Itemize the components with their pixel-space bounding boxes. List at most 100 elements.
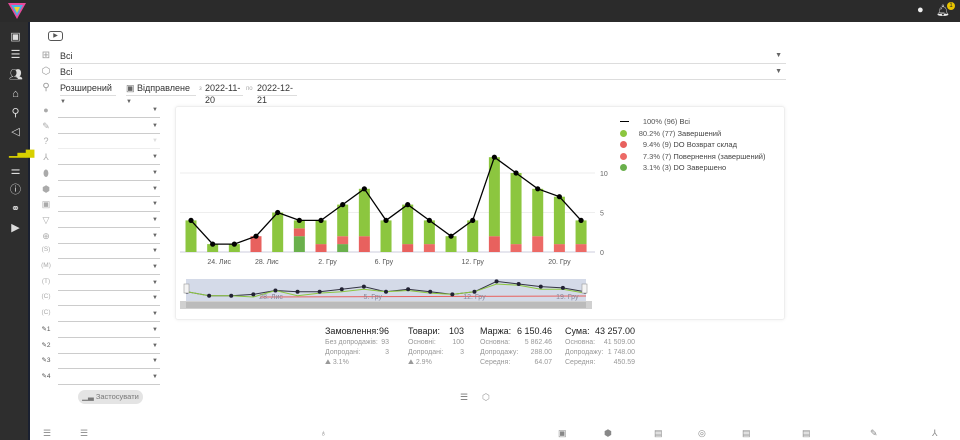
- stat-row-label: Основні:: [408, 339, 436, 346]
- legend-item[interactable]: 100% (96) Всі: [620, 116, 765, 128]
- bell-icon[interactable]: 🔔︎: [936, 5, 950, 17]
- filter-select-custom-2[interactable]: ▼: [58, 341, 160, 354]
- stat-row: ⛰︎ 2.9%: [408, 359, 464, 369]
- warehouse-icon[interactable]: ⌂: [12, 88, 19, 100]
- stat-row-value: 450.59: [613, 359, 635, 366]
- date-to-input[interactable]: 2022-12-21: [257, 82, 297, 105]
- settings-sliders-icon[interactable]: ⚌: [10, 165, 21, 177]
- chevron-down-icon: ▼: [152, 122, 158, 129]
- stat-label: Сума:: [565, 326, 590, 336]
- calendar-edit-icon[interactable]: ▤: [802, 428, 811, 438]
- bar-segment: [423, 220, 435, 245]
- legend-item[interactable]: 80.2% (77) Завершений: [620, 128, 765, 140]
- list-view-icon[interactable]: ☰: [460, 392, 469, 402]
- user-icon[interactable]: ●: [917, 4, 924, 16]
- filter-select-world[interactable]: ▼: [58, 231, 160, 244]
- calendar-tt-icon[interactable]: ▤: [654, 428, 663, 438]
- id-list-icon[interactable]: ☰: [43, 428, 52, 438]
- filter-select-utm-s[interactable]: ▼: [58, 246, 160, 260]
- filter-select-utm-cn[interactable]: ▼: [58, 309, 160, 323]
- filter-select-list-edit[interactable]: ▼: [58, 121, 160, 134]
- customers-icon[interactable]: 👥︎: [9, 69, 23, 81]
- delivery-icon[interactable]: ⚲: [11, 107, 20, 119]
- filter-select-utm-m[interactable]: ▼: [58, 262, 160, 275]
- filter-select-funnel[interactable]: ▼: [58, 215, 160, 228]
- filter-select-tag[interactable]: ▼: [58, 168, 160, 181]
- stat-header: Маржа: 6 150.46: [480, 326, 552, 336]
- legend-item[interactable]: 9.4% (9) DO Возврат склад: [620, 139, 765, 151]
- megaphone-icon[interactable]: ◁: [11, 126, 20, 138]
- custom-1-icon: ✎1: [41, 325, 51, 333]
- stat-row: Допродані: 3: [325, 349, 389, 359]
- filter-select-globe[interactable]: ▼: [58, 105, 160, 118]
- box-view-icon[interactable]: ⬡: [482, 392, 490, 402]
- stat-row-label: Без допродажів:: [325, 339, 378, 346]
- filter-select-money[interactable]: ▼: [58, 199, 160, 213]
- dashboard-icon[interactable]: ▣: [10, 31, 21, 43]
- search-mode-select[interactable]: Розширений ▼: [60, 82, 116, 105]
- chart-panel: [175, 106, 785, 320]
- chevron-down-icon: ▼: [152, 248, 158, 255]
- navigator-point: [207, 293, 212, 298]
- utm-s-icon: (S): [41, 246, 51, 254]
- chevron-down-icon: ▼: [152, 107, 158, 113]
- question-icon: ?: [43, 136, 49, 147]
- id-range-icon[interactable]: ☰: [80, 428, 89, 438]
- x-tick-label: 2. Гру: [318, 259, 337, 266]
- stat-row: ⛰︎ 3.1%: [325, 359, 389, 369]
- box-person-icon[interactable]: ⬢: [604, 428, 612, 438]
- stat-row-label: Основна:: [565, 339, 596, 346]
- date-to-label: по: [246, 86, 253, 92]
- total-point: [361, 186, 367, 192]
- date-type-select[interactable]: ▣ Відправлене ▼: [126, 82, 196, 105]
- stat-goods: Товари: 103 Основні: 100 Допродані: 3 ⛰︎ 2.9%: [408, 326, 464, 369]
- stat-row-value: 3: [385, 349, 389, 356]
- legend-item[interactable]: 3.1% (3) DO Завершено: [620, 162, 765, 174]
- navigator-handle[interactable]: [581, 283, 588, 294]
- filter-select-utm-t[interactable]: ▼: [58, 278, 160, 291]
- utm-t-icon: (T): [41, 277, 51, 285]
- navigator-point: [516, 282, 521, 286]
- app-logo[interactable]: [8, 3, 26, 19]
- list-edit-icon[interactable]: ✎: [870, 428, 878, 438]
- chevron-down-icon: ▼: [152, 373, 158, 380]
- filter-status-select[interactable]: Всі ▼: [60, 50, 786, 64]
- dot-swatch-icon: [620, 141, 627, 148]
- stat-row: Без допродажів: 93: [325, 339, 389, 349]
- stat-label: Маржа:: [480, 326, 512, 336]
- calendar-bottle-icon[interactable]: ▤: [742, 428, 751, 438]
- hierarchy-icon[interactable]: ⅄: [932, 428, 938, 438]
- legend-label: DO Возврат склад: [673, 140, 737, 149]
- bar-segment: [532, 236, 544, 252]
- legend-item[interactable]: 7.3% (7) Повернення (завершений): [620, 151, 765, 163]
- cash-icon[interactable]: ▣: [558, 428, 567, 438]
- custom-4-icon: ✎4: [41, 372, 51, 380]
- globe-icon: ●: [43, 105, 49, 115]
- filter-select-box[interactable]: ▼: [58, 184, 160, 197]
- custom-3-icon: ✎3: [41, 357, 51, 365]
- bottle-icon[interactable]: ♁: [320, 428, 327, 438]
- info-icon[interactable]: ⓘ: [10, 184, 21, 196]
- x-tick-label: 6. Гру: [375, 259, 394, 266]
- navigator-scroll-thumb[interactable]: [186, 302, 586, 308]
- total-point: [188, 217, 194, 223]
- filter-select-custom-1[interactable]: ▼: [58, 325, 160, 338]
- video-tutorial-button[interactable]: ▶: [48, 31, 63, 41]
- filter-select-utm-ct[interactable]: ▼: [58, 293, 160, 307]
- legend-percent: 3.1%: [642, 163, 660, 172]
- date-from-input[interactable]: 2022-11-20: [205, 82, 243, 105]
- apply-button[interactable]: ▁▃ Застосувати: [78, 390, 143, 404]
- total-point: [513, 170, 519, 176]
- handshake-icon[interactable]: ⚭: [10, 203, 21, 215]
- stat-row: Допродажу: 288.00: [480, 349, 552, 359]
- orders-list-icon[interactable]: ☰: [10, 49, 21, 61]
- filter-select-question[interactable]: ▼: [58, 136, 160, 150]
- navigator-handle[interactable]: [183, 283, 190, 294]
- filter-product-select[interactable]: Всі ▼: [60, 66, 786, 80]
- video-icon[interactable]: ▶: [11, 222, 20, 234]
- filter-select-custom-4[interactable]: ▼: [58, 372, 160, 385]
- filter-select-hierarchy[interactable]: ▼: [58, 152, 160, 166]
- check-shield-icon[interactable]: ◎: [698, 428, 706, 438]
- chevron-down-icon: ▼: [152, 264, 158, 270]
- filter-select-custom-3[interactable]: ▼: [58, 356, 160, 370]
